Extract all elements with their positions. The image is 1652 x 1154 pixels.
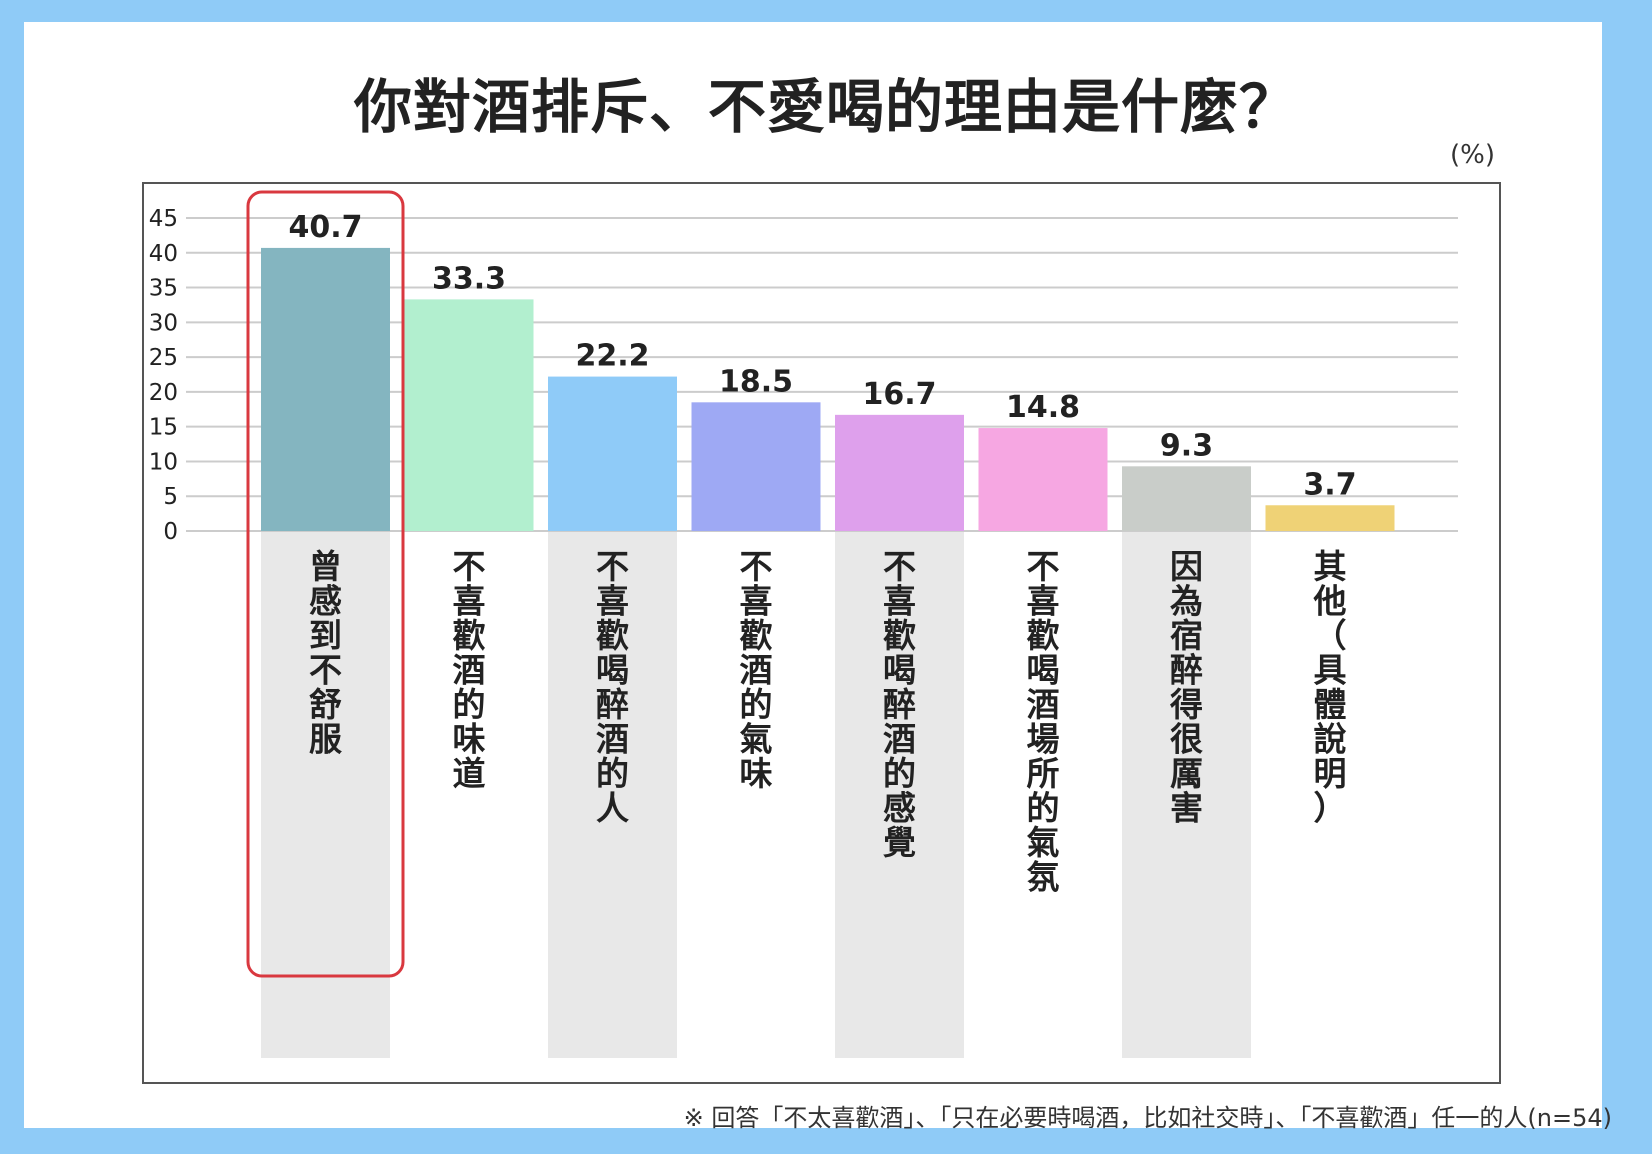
category-stripe [1122,531,1251,1058]
value-label: 22.2 [575,339,649,374]
y-tick-label: 15 [149,415,178,441]
category-label: 其他（具體說明） [1313,547,1347,828]
value-label: 9.3 [1160,428,1213,463]
value-label: 3.7 [1303,467,1356,502]
bar [978,428,1108,531]
value-label: 33.3 [432,261,506,296]
category-stripe [835,531,964,1058]
category-label: 曾感到不舒服 [309,547,342,759]
chart-title: 你對酒排斥、不愛喝的理由是什麼？ [353,73,1298,141]
y-tick-label: 5 [163,484,178,510]
y-tick-label: 35 [149,276,178,302]
y-tick-label: 0 [163,519,178,545]
y-tick-label: 30 [149,310,178,336]
category-stripe [548,531,677,1058]
bar [261,247,390,532]
value-label: 40.7 [288,210,362,245]
y-tick-label: 25 [149,345,178,371]
category-label: 不喜歡喝醉酒的人 [596,547,629,828]
category-label: 不喜歡酒的氣味 [740,547,773,793]
bar [404,299,534,531]
value-label: 16.7 [862,377,936,412]
bar [691,402,821,531]
y-tick-label: 40 [149,241,178,267]
bar [1265,505,1395,531]
category-label: 不喜歡喝醉酒的感覺 [883,547,916,862]
bar [835,414,964,531]
bar [1122,466,1251,531]
category-stripe [261,531,390,1058]
value-label: 14.8 [1006,390,1080,425]
category-label: 因為宿醉得很厲害 [1169,547,1203,828]
category-label: 不喜歡喝酒場所的氣氛 [1027,547,1060,897]
unit-label: (%) [1450,140,1495,170]
footnote: ※ 回答「不太喜歡酒」、「只在必要時喝酒，比如社交時」、「不喜歡酒」任一的人(n… [683,1104,1612,1132]
y-tick-label: 45 [149,206,178,232]
plot-frame [142,182,1501,1084]
y-tick-label: 10 [149,449,178,475]
y-tick-label: 20 [149,380,178,406]
category-label: 不喜歡酒的味道 [453,547,486,793]
value-label: 18.5 [719,364,793,399]
bar [548,376,677,531]
highlight-box [246,190,405,978]
